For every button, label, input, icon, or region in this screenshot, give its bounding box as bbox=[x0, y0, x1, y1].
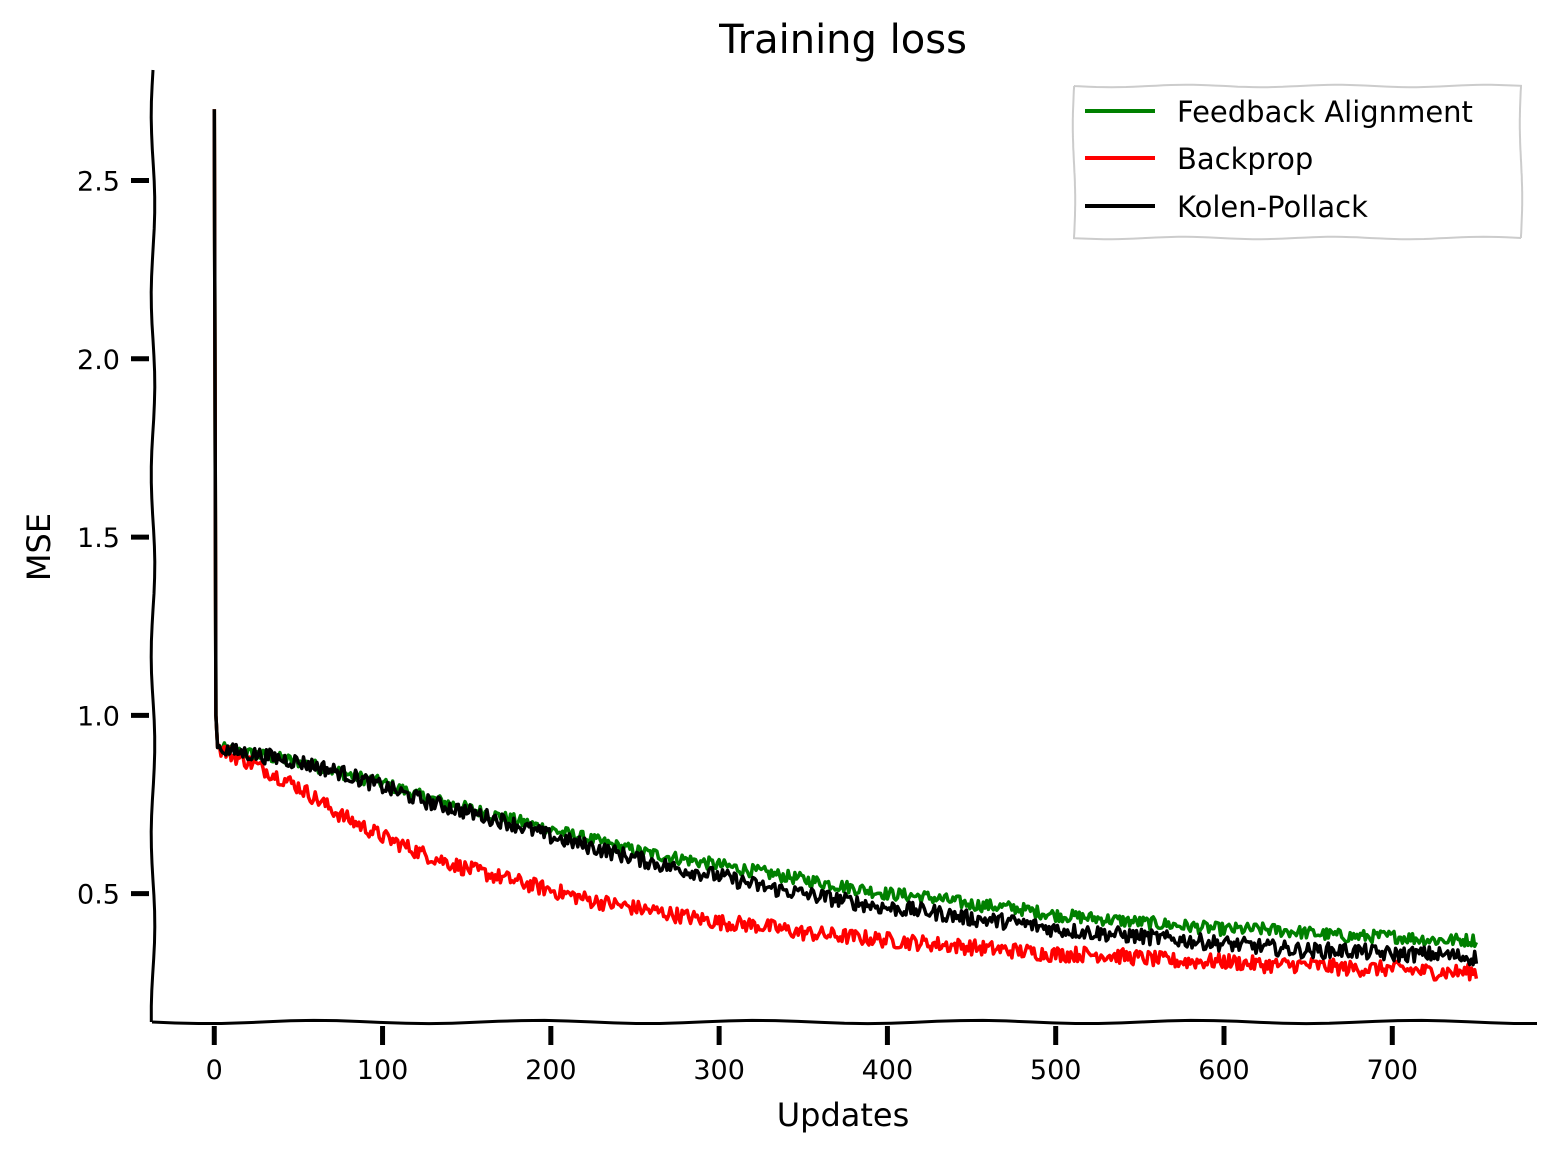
x-tick-label: 700 bbox=[1367, 1055, 1419, 1086]
x-tick-label: 600 bbox=[1198, 1055, 1250, 1086]
y-axis-ticks: 0.5 1.0 1.5 2.0 2.5 bbox=[77, 167, 149, 911]
chart-title: Training loss bbox=[718, 17, 967, 63]
series-line-backprop bbox=[212, 109, 1479, 982]
legend-label-backprop: Backprop bbox=[1177, 142, 1313, 176]
series-layer bbox=[212, 109, 1479, 982]
y-tick-label: 1.5 bbox=[77, 523, 120, 554]
x-tick-label: 0 bbox=[206, 1055, 223, 1086]
x-tick-label: 500 bbox=[1030, 1055, 1082, 1086]
series-line-kolen-pollack bbox=[212, 109, 1479, 967]
x-axis-label: Updates bbox=[777, 1096, 910, 1134]
y-axis-label: MSE bbox=[20, 513, 58, 581]
y-axis-spine bbox=[149, 69, 157, 1022]
legend-label-feedback-alignment: Feedback Alignment bbox=[1177, 95, 1473, 129]
y-tick-label: 0.5 bbox=[77, 880, 120, 911]
series-line-feedback-alignment bbox=[212, 109, 1479, 949]
x-tick-label: 400 bbox=[862, 1055, 914, 1086]
x-tick-label: 300 bbox=[693, 1055, 745, 1086]
y-tick-label: 2.0 bbox=[77, 345, 120, 376]
x-tick-label: 100 bbox=[357, 1055, 409, 1086]
x-axis-spine bbox=[151, 1018, 1537, 1026]
legend-label-kolen-pollack: Kolen-Pollack bbox=[1177, 190, 1368, 224]
x-axis-ticks: 0 100 200 300 400 500 600 700 bbox=[206, 1026, 1418, 1086]
x-tick-label: 200 bbox=[525, 1055, 577, 1086]
legend: Feedback Alignment Backprop Kolen-Pollac… bbox=[1071, 83, 1524, 241]
legend-frame bbox=[1071, 83, 1524, 241]
y-tick-label: 2.5 bbox=[77, 167, 120, 198]
y-tick-label: 1.0 bbox=[77, 701, 120, 732]
